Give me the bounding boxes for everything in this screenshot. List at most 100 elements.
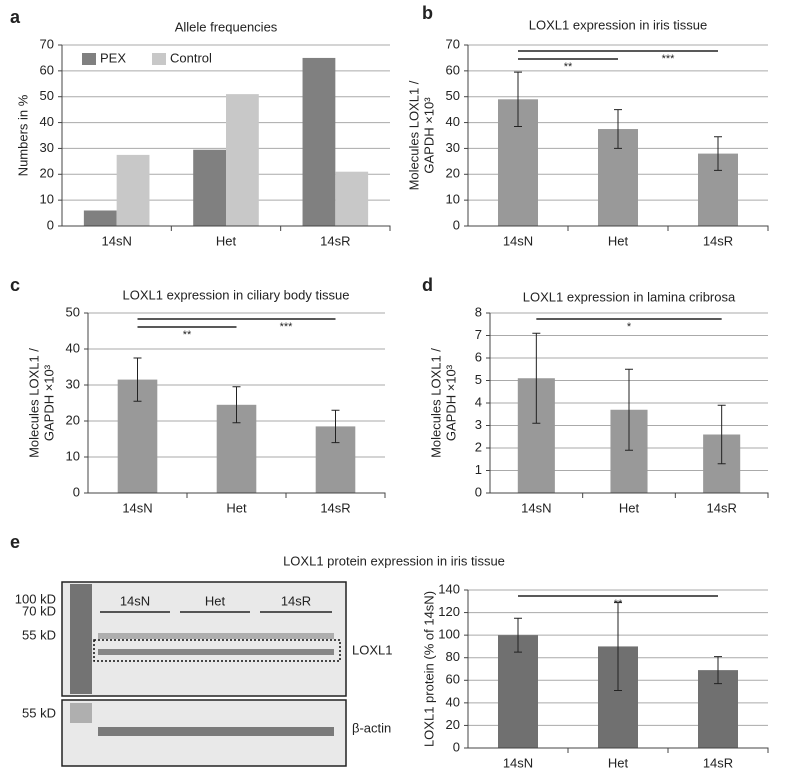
y-axis-label: GAPDH ×10³ (41, 364, 56, 441)
y-tick-label: 30 (40, 140, 54, 155)
x-tick-label: 14sN (122, 500, 152, 515)
significance-label: *** (662, 53, 676, 65)
bar (116, 154, 150, 226)
x-tick-label: 14sN (521, 500, 551, 515)
y-tick-label: 3 (475, 417, 482, 432)
y-tick-label: 0 (73, 484, 80, 499)
bar (83, 210, 117, 226)
axis (489, 313, 769, 498)
y-tick-label: 10 (446, 192, 460, 207)
legend-label: PEX (100, 50, 126, 65)
error-bar (331, 409, 340, 444)
y-tick-label: 20 (446, 717, 460, 732)
target-label: LOXL1 (352, 642, 392, 657)
y-tick-label: 40 (40, 114, 54, 129)
y-tick-label: 50 (40, 88, 54, 103)
lane-label: 14sN (120, 593, 150, 608)
y-tick-label: 30 (66, 376, 80, 391)
chart-title: LOXL1 expression in iris tissue (529, 17, 707, 32)
box (93, 639, 341, 662)
error-bar (717, 404, 726, 465)
y-tick-label: 5 (475, 372, 482, 387)
y-axis-label: GAPDH ×10³ (421, 97, 436, 174)
x-tick-label: 14sR (320, 500, 350, 515)
chart-title: LOXL1 expression in ciliary body tissue (123, 287, 350, 302)
error-bar (532, 332, 541, 424)
legend-swatch (82, 53, 96, 65)
y-tick-label: 0 (47, 217, 54, 232)
significance-label: *** (280, 321, 294, 333)
error-bar (133, 357, 142, 402)
y-tick-label: 70 (40, 36, 54, 51)
y-tick-label: 50 (446, 88, 460, 103)
bands (98, 633, 334, 736)
y-tick-label: 60 (446, 62, 460, 77)
y-tick-label: 8 (475, 304, 482, 319)
chart-title: Allele frequencies (175, 19, 278, 34)
y-tick-label: 0 (453, 739, 460, 754)
x-tick-label: Het (608, 755, 629, 770)
significance-label: * (627, 321, 632, 333)
axis (61, 45, 391, 231)
error-bar (714, 136, 722, 171)
x-tick-label: 14sR (703, 233, 733, 248)
loading-label: β-actin (352, 720, 391, 735)
y-tick-label: 20 (446, 166, 460, 181)
error-bar (625, 368, 633, 451)
ladder (70, 584, 92, 694)
significance-label: ** (183, 329, 192, 341)
x-tick-label: Het (608, 233, 629, 248)
y-tick-label: 70 (446, 36, 460, 51)
y-tick-label: 60 (40, 62, 54, 77)
x-tick-label: Het (226, 500, 247, 515)
marker-label: 100 kD (15, 591, 56, 606)
bar (193, 149, 226, 226)
error-bar (614, 601, 622, 691)
x-tick-label: 14sN (503, 233, 533, 248)
marker-label: 55 kD (22, 705, 56, 720)
panel-letter: b (422, 3, 433, 23)
y-tick-label: 80 (446, 649, 460, 664)
y-tick-label: 4 (475, 394, 482, 409)
axis (87, 313, 386, 498)
y-tick-label: 20 (66, 412, 80, 427)
y-tick-label: 20 (40, 166, 54, 181)
y-tick-label: 2 (475, 439, 482, 454)
y-tick-label: 140 (438, 581, 460, 596)
axis (467, 45, 769, 231)
y-axis-label: Molecules LOXL1 / (428, 348, 443, 458)
y-axis-label: Molecules LOXL1 / (406, 80, 421, 190)
y-tick-label: 0 (475, 484, 482, 499)
y-tick-label: 30 (446, 140, 460, 155)
error-bar (514, 71, 522, 127)
y-tick-label: 10 (40, 192, 54, 207)
axis (467, 590, 769, 753)
error-bar (232, 386, 241, 424)
panel-letter: a (10, 7, 21, 27)
y-tick-label: 1 (475, 462, 482, 477)
lane-label: Het (205, 593, 226, 608)
significance-label: ** (614, 598, 623, 610)
bar (498, 635, 538, 748)
y-tick-label: 0 (453, 217, 460, 232)
bar (226, 94, 259, 226)
lane-label: 14sR (281, 593, 311, 608)
blot (61, 581, 347, 767)
panel-letter: e (10, 532, 20, 552)
error-bar (514, 617, 522, 653)
chart-title: LOXL1 protein expression in iris tissue (283, 553, 505, 568)
blot-image (61, 581, 347, 697)
panel-letter: c (10, 275, 20, 295)
bar (335, 171, 369, 226)
y-tick-label: 40 (446, 114, 460, 129)
y-axis-label: GAPDH ×10³ (443, 364, 458, 441)
x-tick-label: 14sN (101, 233, 131, 248)
panel-letter: d (422, 275, 433, 295)
error-bar (714, 656, 722, 685)
y-tick-label: 60 (446, 672, 460, 687)
y-tick-label: 6 (475, 349, 482, 364)
y-tick-label: 7 (475, 327, 482, 342)
y-tick-label: 40 (446, 694, 460, 709)
x-tick-label: 14sR (703, 755, 733, 770)
